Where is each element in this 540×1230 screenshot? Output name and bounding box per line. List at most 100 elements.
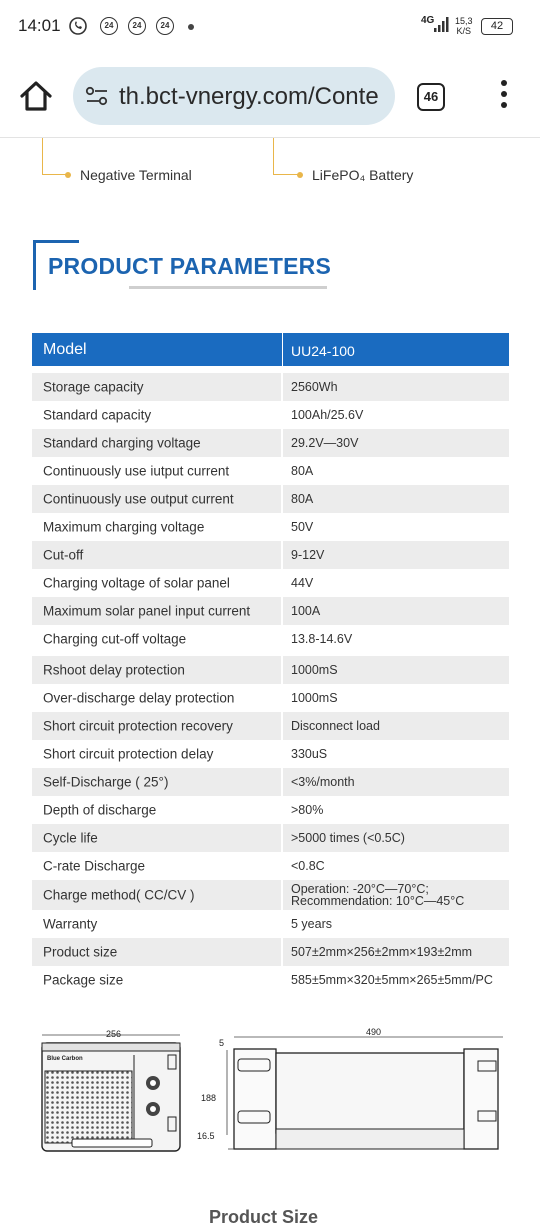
callout-dot xyxy=(65,172,71,178)
side-length-label: 490 xyxy=(366,1027,381,1037)
param-value: 100A xyxy=(291,604,321,618)
home-icon[interactable] xyxy=(16,76,56,116)
param-value: 330uS xyxy=(291,747,328,761)
table-header: Model UU24-100 xyxy=(32,333,509,366)
param-value: <0.8C xyxy=(291,859,325,873)
table-row: Charging cut-off voltage 13.8-14.6V xyxy=(32,625,509,653)
param-name: Charging voltage of solar panel xyxy=(43,575,230,591)
param-name: Standard capacity xyxy=(43,407,152,423)
header-model-value: UU24-100 xyxy=(291,343,355,359)
param-value: 9-12V xyxy=(291,548,325,562)
browser-toolbar: th.bct-vnergy.com/Conte 46 xyxy=(0,56,540,138)
status-time: 14:01 xyxy=(18,16,61,35)
param-name: Cycle life xyxy=(43,830,98,846)
lifepo4-battery-label: LiFePO₄ Battery xyxy=(312,167,414,183)
battery-icon: 42 xyxy=(481,18,513,35)
front-view: 256 Blue Carbon xyxy=(41,1029,181,1152)
table-row: Short circuit protection delay 330uS xyxy=(32,740,509,768)
table-row: Short circuit protection recovery Discon… xyxy=(32,712,509,740)
param-name: Standard charging voltage xyxy=(43,435,201,451)
table-row: Cut-off 9-12V xyxy=(32,541,509,569)
param-value: Disconnect load xyxy=(291,719,380,733)
network-type: 4G xyxy=(421,15,435,26)
table-row: Standard charging voltage 29.2V—30V xyxy=(32,429,509,457)
table-row: Cycle life >5000 times (<0.5C) xyxy=(32,824,509,852)
url-text[interactable]: th.bct-vnergy.com/Conte xyxy=(119,83,379,110)
param-value: 100Ah/25.6V xyxy=(291,408,364,422)
param-value: 13.8-14.6V xyxy=(291,632,353,646)
param-value: 1000mS xyxy=(291,663,338,677)
product-size-title: Product Size xyxy=(208,1207,319,1227)
param-name: Over-discharge delay protection xyxy=(43,690,235,706)
notification-24-icon: 24 xyxy=(156,17,174,35)
front-width-label: 256 xyxy=(106,1029,121,1039)
signal-icon xyxy=(434,17,449,32)
notification-24-icon: 24 xyxy=(128,17,146,35)
more-notifications-dot-icon xyxy=(188,24,194,30)
param-name: Continuously use output current xyxy=(43,491,234,507)
status-bar: 14:01 24 24 24 4G 15,3 K/S 42 xyxy=(0,0,540,56)
param-name: Self-Discharge ( 25°) xyxy=(43,774,169,790)
param-value: 50V xyxy=(291,520,314,534)
base-height-label: 16.5 xyxy=(197,1131,215,1141)
more-options-icon[interactable] xyxy=(494,80,514,114)
param-value: 29.2V—30V xyxy=(291,436,359,450)
table-row: Continuously use iutput current 80A xyxy=(32,457,509,485)
header-separator xyxy=(282,333,283,366)
param-value: 2560Wh xyxy=(291,380,338,394)
table-row: Depth of discharge >80% xyxy=(32,796,509,824)
side-view: 490 5 188 16.5 xyxy=(197,1027,503,1150)
table-row: Maximum charging voltage 50V xyxy=(32,513,509,541)
negative-terminal-label: Negative Terminal xyxy=(80,167,192,183)
param-value: 1000mS xyxy=(291,691,338,705)
param-name: Charging cut-off voltage xyxy=(43,631,187,647)
param-value: 44V xyxy=(291,576,314,590)
param-value: 5 years xyxy=(291,917,332,931)
table-row: Self-Discharge ( 25°) <3%/month xyxy=(32,768,509,796)
callout-line xyxy=(42,138,68,175)
table-row: Storage capacity 2560Wh xyxy=(32,373,509,401)
param-name: Product size xyxy=(43,944,118,960)
table-row: Standard capacity 100Ah/25.6V xyxy=(32,401,509,429)
param-name: Storage capacity xyxy=(43,379,144,395)
top-gap-label: 5 xyxy=(219,1038,224,1048)
param-name: C-rate Discharge xyxy=(43,858,146,874)
param-name: Short circuit protection recovery xyxy=(43,718,233,734)
callout-line xyxy=(273,138,300,175)
param-name: Maximum solar panel input current xyxy=(43,603,251,619)
tab-switcher-button[interactable]: 46 xyxy=(417,83,445,111)
table-row: Over-discharge delay protection 1000mS xyxy=(32,684,509,712)
title-underline xyxy=(129,286,327,289)
url-bar[interactable]: th.bct-vnergy.com/Conte xyxy=(73,67,395,125)
param-value: 80A xyxy=(291,464,314,478)
table-row: Continuously use output current 80A xyxy=(32,485,509,513)
network-speed: 15,3 K/S xyxy=(455,16,473,36)
whatsapp-icon xyxy=(69,17,87,35)
title-bracket xyxy=(33,240,79,290)
param-value: Operation: -20°C—70°C; xyxy=(291,882,429,896)
param-name: Maximum charging voltage xyxy=(43,519,205,535)
param-name: Depth of discharge xyxy=(43,802,157,818)
section-title: PRODUCT PARAMETERS xyxy=(48,253,332,279)
height-label: 188 xyxy=(201,1093,216,1103)
table-row: Charging voltage of solar panel 44V xyxy=(32,569,509,597)
param-name: Rshoot delay protection xyxy=(43,662,185,678)
param-name: Continuously use iutput current xyxy=(43,463,230,479)
callout-dot xyxy=(297,172,303,178)
param-value: 80A xyxy=(291,492,314,506)
param-value-line2: Recommendation: 10°C—45°C xyxy=(291,894,465,908)
site-settings-icon[interactable] xyxy=(85,86,109,106)
param-value: <3%/month xyxy=(291,775,355,789)
param-name: Warranty xyxy=(43,916,98,932)
param-name: Cut-off xyxy=(43,547,84,563)
table-row: Package size 585±5mm×320±5mm×265±5mm/PC xyxy=(32,966,509,994)
param-name: Package size xyxy=(43,972,124,988)
brand-label: Blue Carbon xyxy=(47,1056,83,1062)
product-dimension-drawing: 256 Blue Carbon 490 5 188 16.5 xyxy=(41,1027,503,1152)
table-row: Maximum solar panel input current 100A xyxy=(32,597,509,625)
table-row: Rshoot delay protection 1000mS xyxy=(32,656,509,684)
table-row: Charge method( CC/CV ) Operation: -20°C—… xyxy=(32,880,509,910)
notification-24-icon: 24 xyxy=(100,17,118,35)
table-row: Product size 507±2mm×256±2mm×193±2mm xyxy=(32,938,509,966)
param-value: 585±5mm×320±5mm×265±5mm/PC xyxy=(291,973,493,987)
